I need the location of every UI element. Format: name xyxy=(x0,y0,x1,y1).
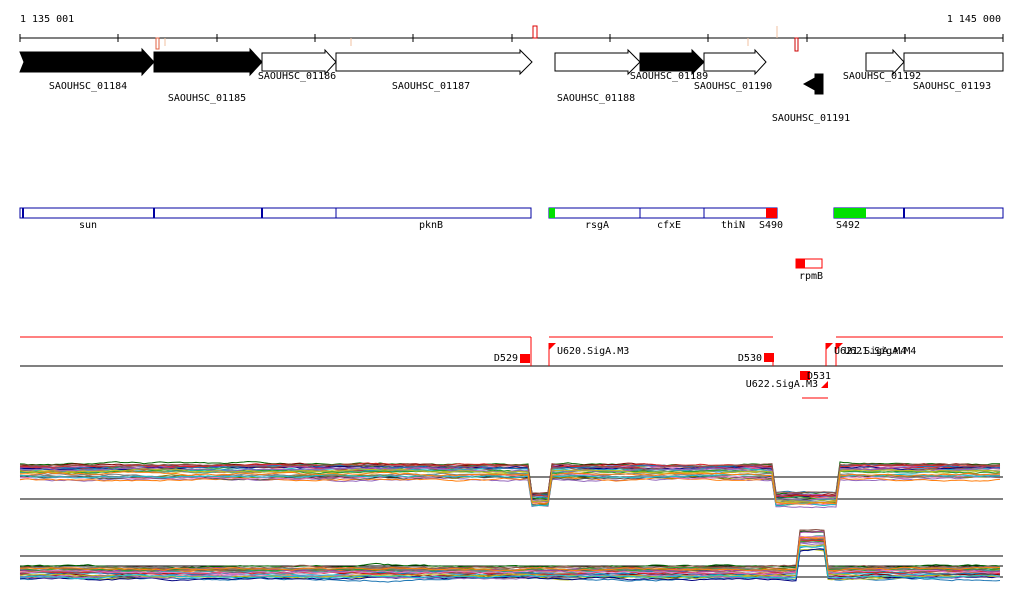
gene-arrow-01184[interactable] xyxy=(19,47,155,77)
segment-D529: D529 xyxy=(494,353,518,364)
gene-label-01184: SAOUHSC_01184 xyxy=(49,81,127,92)
gene-arrow-01193[interactable] xyxy=(903,52,1004,72)
annotation-rpmB: rpmB xyxy=(799,271,823,282)
expression-profile-line xyxy=(19,536,1001,572)
gene-arrow-01188[interactable] xyxy=(554,48,641,76)
segment-track: D529 U620.SigA.M3 D530 D531 U622.SigA.M3… xyxy=(20,336,1003,399)
expression-track-bottom xyxy=(19,528,1003,583)
segment-U620: U620.SigA.M3 xyxy=(557,346,629,357)
expression-profile-line xyxy=(19,535,1001,576)
segment-U621-a: U621.SigA.M4 xyxy=(834,346,906,357)
gene-label-01185: SAOUHSC_01185 xyxy=(168,93,246,104)
annotation-pknB: pknB xyxy=(419,220,443,231)
expression-profile-line xyxy=(19,545,1001,580)
expression-profile-line xyxy=(19,462,1000,495)
gene-arrow-01186[interactable] xyxy=(261,48,337,76)
ruler xyxy=(19,25,1004,52)
expression-track-top xyxy=(19,460,1003,509)
gene-track: SAOUHSC_01184 SAOUHSC_01185 SAOUHSC_0118… xyxy=(19,47,1004,124)
coord-end: 1 145 000 xyxy=(947,14,1001,25)
segment-U621-b: U621.SigA.M4 xyxy=(844,346,916,357)
annotation-S492: S492 xyxy=(836,220,860,231)
segment-D530: D530 xyxy=(738,353,762,364)
gene-label-01189: SAOUHSC_01189 xyxy=(630,71,708,82)
annotation-cfxE: cfxE xyxy=(657,220,681,231)
expression-profile-line xyxy=(19,476,1001,506)
gene-arrow-01189[interactable] xyxy=(639,48,705,76)
expression-profile-line xyxy=(19,471,1001,505)
gene-label-01186: SAOUHSC_01186 xyxy=(258,71,336,82)
annotation-track: sun pknB rsgA cfxE thiN S490 S492 rpmB xyxy=(19,207,1004,282)
gene-arrow-01192[interactable] xyxy=(865,48,905,76)
gene-arrow-01190[interactable] xyxy=(703,48,767,76)
gene-label-01191: SAOUHSC_01191 xyxy=(772,113,850,124)
annotation-sun: sun xyxy=(79,220,97,231)
gene-label-01193: SAOUHSC_01193 xyxy=(913,81,991,92)
annotation-thiN: thiN xyxy=(721,220,745,231)
gene-label-01188: SAOUHSC_01188 xyxy=(557,93,635,104)
expression-profile-line xyxy=(19,475,1001,509)
gene-label-01187: SAOUHSC_01187 xyxy=(392,81,470,92)
segment-D531: D531 xyxy=(807,371,831,382)
gene-arrow-01185[interactable] xyxy=(153,47,263,77)
expression-profile-line xyxy=(19,528,1001,571)
annotation-rsgA: rsgA xyxy=(585,220,609,231)
gene-arrow-01187[interactable] xyxy=(335,48,533,76)
expression-profile-line xyxy=(19,530,1001,570)
expression-profile-line xyxy=(19,530,1001,569)
coord-start: 1 135 001 xyxy=(20,14,74,25)
gene-label-01190: SAOUHSC_01190 xyxy=(694,81,772,92)
segment-U622: U622.SigA.M3 xyxy=(746,379,818,390)
annotation-S490: S490 xyxy=(759,220,783,231)
gene-arrow-01191[interactable] xyxy=(802,73,824,95)
gene-label-01192: SAOUHSC_01192 xyxy=(843,71,921,82)
